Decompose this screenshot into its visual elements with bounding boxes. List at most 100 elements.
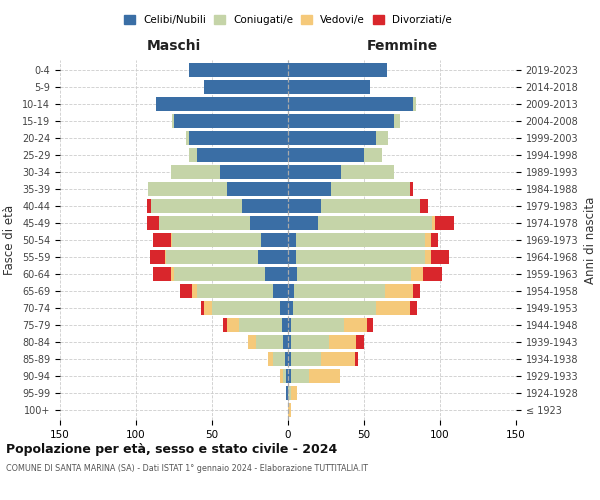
- Bar: [283, 335, 288, 349]
- Bar: [294, 284, 385, 298]
- Bar: [355, 352, 358, 366]
- Bar: [189, 148, 197, 162]
- Bar: [288, 335, 291, 349]
- Bar: [189, 131, 288, 145]
- Bar: [239, 318, 282, 332]
- Bar: [242, 199, 288, 213]
- Bar: [376, 301, 410, 315]
- Text: Maschi: Maschi: [147, 39, 201, 53]
- Bar: [282, 318, 288, 332]
- Bar: [293, 301, 376, 315]
- Legend: Celibi/Nubili, Coniugati/e, Vedovi/e, Divorziati/e: Celibi/Nubili, Coniugati/e, Vedovi/e, Di…: [124, 15, 452, 25]
- Bar: [410, 182, 413, 196]
- Bar: [186, 131, 189, 145]
- Y-axis label: Anni di nascita: Anni di nascita: [584, 196, 597, 284]
- Bar: [286, 369, 288, 383]
- Bar: [329, 335, 356, 349]
- Bar: [394, 114, 400, 128]
- Bar: [297, 267, 411, 281]
- Bar: [212, 301, 280, 315]
- Bar: [288, 250, 296, 264]
- Text: Popolazione per età, sesso e stato civile - 2024: Popolazione per età, sesso e stato civil…: [6, 442, 337, 456]
- Bar: [291, 352, 322, 366]
- Bar: [205, 80, 288, 94]
- Bar: [367, 318, 373, 332]
- Bar: [410, 301, 417, 315]
- Bar: [291, 335, 329, 349]
- Bar: [283, 369, 286, 383]
- Bar: [197, 284, 273, 298]
- Bar: [288, 369, 291, 383]
- Bar: [431, 233, 439, 247]
- Bar: [433, 216, 436, 230]
- Bar: [171, 267, 174, 281]
- Bar: [256, 335, 283, 349]
- Bar: [296, 250, 425, 264]
- Bar: [288, 182, 331, 196]
- Bar: [280, 301, 288, 315]
- Bar: [220, 165, 288, 179]
- Bar: [431, 250, 449, 264]
- Bar: [288, 97, 413, 111]
- Bar: [172, 233, 260, 247]
- Bar: [171, 233, 172, 247]
- Bar: [425, 250, 431, 264]
- Bar: [257, 250, 288, 264]
- Bar: [148, 182, 227, 196]
- Bar: [291, 369, 309, 383]
- Bar: [288, 284, 294, 298]
- Bar: [413, 97, 416, 111]
- Bar: [331, 182, 410, 196]
- Bar: [296, 233, 425, 247]
- Bar: [291, 318, 344, 332]
- Bar: [288, 131, 376, 145]
- Bar: [273, 284, 288, 298]
- Bar: [356, 335, 364, 349]
- Bar: [288, 267, 297, 281]
- Bar: [285, 352, 288, 366]
- Bar: [420, 199, 428, 213]
- Bar: [411, 267, 423, 281]
- Bar: [189, 63, 288, 77]
- Bar: [344, 318, 367, 332]
- Bar: [166, 250, 257, 264]
- Bar: [288, 63, 387, 77]
- Bar: [309, 369, 340, 383]
- Bar: [174, 267, 265, 281]
- Bar: [265, 267, 288, 281]
- Bar: [156, 97, 288, 111]
- Bar: [423, 267, 442, 281]
- Bar: [286, 386, 288, 400]
- Bar: [171, 165, 220, 179]
- Bar: [268, 352, 273, 366]
- Bar: [288, 403, 291, 417]
- Bar: [280, 369, 283, 383]
- Bar: [376, 131, 388, 145]
- Bar: [288, 80, 370, 94]
- Bar: [288, 301, 293, 315]
- Bar: [288, 216, 319, 230]
- Bar: [322, 352, 355, 366]
- Y-axis label: Fasce di età: Fasce di età: [4, 205, 16, 275]
- Bar: [149, 250, 165, 264]
- Bar: [341, 165, 394, 179]
- Bar: [413, 284, 420, 298]
- Bar: [260, 233, 288, 247]
- Bar: [197, 148, 288, 162]
- Bar: [288, 165, 341, 179]
- Bar: [288, 386, 291, 400]
- Bar: [288, 233, 296, 247]
- Bar: [165, 250, 166, 264]
- Bar: [227, 182, 288, 196]
- Bar: [146, 216, 159, 230]
- Bar: [202, 301, 205, 315]
- Bar: [364, 148, 382, 162]
- Bar: [291, 386, 297, 400]
- Bar: [153, 233, 171, 247]
- Bar: [180, 284, 192, 298]
- Bar: [192, 284, 197, 298]
- Bar: [151, 199, 242, 213]
- Bar: [248, 335, 256, 349]
- Bar: [205, 301, 212, 315]
- Bar: [288, 114, 394, 128]
